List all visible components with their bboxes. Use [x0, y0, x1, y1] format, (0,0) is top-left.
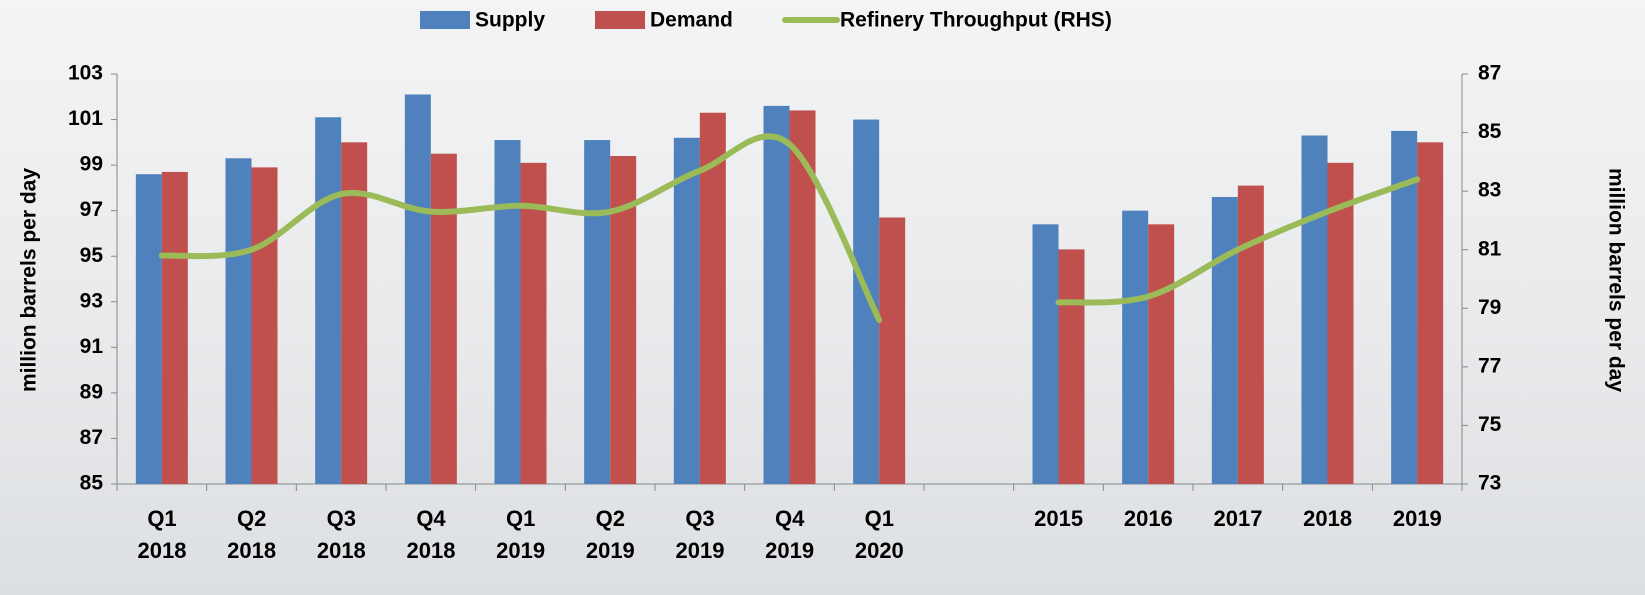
y2-tick-label: 77 [1478, 354, 1501, 377]
x-tick-label: 2019 [1372, 503, 1462, 535]
bar [879, 218, 905, 485]
bar [764, 106, 790, 484]
y2-tick-label: 85 [1478, 120, 1502, 143]
y2-tick-label: 75 [1478, 413, 1502, 436]
y-tick-label: 97 [80, 198, 103, 221]
legend-label: Demand [650, 9, 733, 32]
x-tick-label: Q3 2018 [296, 503, 386, 567]
bar [521, 163, 547, 484]
bar [674, 138, 700, 484]
x-tick-label: Q4 2018 [386, 503, 476, 567]
x-tick-label: Q2 2018 [207, 503, 297, 567]
y2-tick-label: 81 [1478, 237, 1502, 260]
x-tick-label: Q1 2020 [834, 503, 924, 567]
y2-tick-label: 87 [1478, 62, 1501, 85]
bar [431, 154, 457, 484]
bar [584, 140, 610, 484]
legend-swatch [595, 11, 645, 29]
x-tick-label: Q1 2019 [476, 503, 566, 567]
y2-tick-label: 79 [1478, 296, 1501, 319]
y-tick-label: 101 [68, 107, 103, 130]
bar [162, 172, 188, 484]
x-tick-label: 2015 [1014, 503, 1104, 535]
bar [1238, 186, 1264, 484]
bar [790, 110, 816, 484]
legend-label: Supply [475, 9, 545, 32]
y-axis-title: million barrels per day [18, 168, 41, 392]
y2-tick-label: 73 [1478, 472, 1501, 495]
x-tick-label: Q1 2018 [117, 503, 207, 567]
bar [1212, 197, 1238, 484]
y-tick-label: 103 [68, 62, 103, 85]
y-tick-label: 95 [80, 244, 104, 267]
x-tick-label: 2017 [1193, 503, 1283, 535]
y-tick-label: 89 [80, 380, 103, 403]
y-tick-label: 93 [80, 289, 103, 312]
bar [853, 120, 879, 484]
bar [1417, 142, 1443, 484]
bar [226, 158, 252, 484]
bar [405, 95, 431, 485]
x-tick-label: 2018 [1283, 503, 1373, 535]
bar [1148, 224, 1174, 484]
chart: million barrels per day million barrels … [0, 0, 1645, 595]
x-tick-label: 2016 [1103, 503, 1193, 535]
y-tick-label: 85 [80, 472, 104, 495]
y-tick-label: 91 [80, 335, 104, 358]
bar [1122, 211, 1148, 484]
bar [252, 167, 278, 484]
legend-swatch [420, 11, 470, 29]
bar [495, 140, 521, 484]
y2-tick-label: 83 [1478, 179, 1501, 202]
bar [1059, 249, 1085, 484]
x-tick-label: Q4 2019 [745, 503, 835, 567]
bar [1033, 224, 1059, 484]
x-tick-label: Q2 2019 [565, 503, 655, 567]
y-tick-label: 99 [80, 153, 103, 176]
y-tick-label: 87 [80, 426, 103, 449]
bar [136, 174, 162, 484]
legend-label: Refinery Throughput (RHS) [840, 9, 1112, 32]
x-tick-label: Q3 2019 [655, 503, 745, 567]
y2-axis-title: million barrels per day [1604, 168, 1627, 392]
bar [1302, 136, 1328, 485]
bar [315, 117, 341, 484]
